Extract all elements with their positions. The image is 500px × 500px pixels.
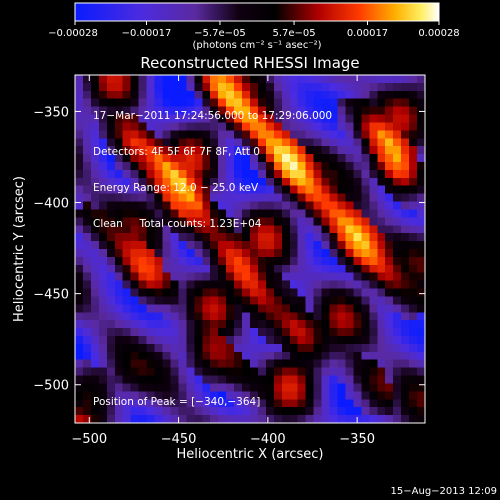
y-tick-label: −500 — [33, 379, 69, 394]
axis-ticks: −500 −450 −400 −350 −350 −400 −450 −500 — [33, 75, 425, 447]
colorbar-tick-label: −0.00028 — [48, 28, 98, 39]
annotation-energy-range: Energy Range: 12.0 − 25.0 keV — [93, 182, 259, 194]
x-tick-label: −450 — [161, 432, 197, 447]
y-tick-label: −350 — [33, 105, 69, 120]
colorbar-ticks: −0.00028 −0.00017 −5.7e−05 5.7e−05 0.00017 0.… — [48, 21, 460, 39]
annotation-detectors: Detectors: 4F 5F 6F 7F 8F, Att 0 — [93, 146, 260, 158]
footer-timestamp: 15−Aug−2013 12:09 — [390, 486, 497, 497]
heatmap-image — [75, 75, 425, 423]
plot-frame — [74, 74, 426, 424]
x-tick-label: −350 — [339, 432, 375, 447]
colorbar-tick-label: −0.00017 — [122, 28, 172, 39]
chart-title: Reconstructed RHESSI Image — [140, 54, 359, 72]
colorbar — [74, 2, 440, 22]
colorbar-tick-label: 0.00028 — [418, 28, 459, 39]
colorbar-tick-label: 0.00017 — [347, 28, 388, 39]
annotation-time-range: 17−Mar−2011 17:24:56.000 to 17:29:06.000 — [93, 110, 333, 122]
y-tick-label: −400 — [33, 197, 69, 212]
y-tick-label: −450 — [33, 288, 69, 303]
annotation-clean-counts: Clean Total counts: 1.23E+04 — [93, 218, 262, 230]
annotation-block: 17−Mar−2011 17:24:56.000 to 17:29:06.000… — [93, 86, 332, 242]
colorbar-unit-label: (photons cm⁻² s⁻¹ asec⁻²) — [192, 40, 321, 51]
x-tick-label: −400 — [250, 432, 286, 447]
peak-position-label: Position of Peak = [−340,−364] — [93, 396, 261, 408]
x-axis-label: Heliocentric X (arcsec) — [177, 447, 324, 462]
x-tick-label: −500 — [71, 432, 107, 447]
colorbar-tick-label: 5.7e−05 — [272, 28, 315, 39]
colorbar-tick-label: −5.7e−05 — [194, 28, 246, 39]
y-axis-label: Heliocentric Y (arcsec) — [12, 176, 27, 322]
